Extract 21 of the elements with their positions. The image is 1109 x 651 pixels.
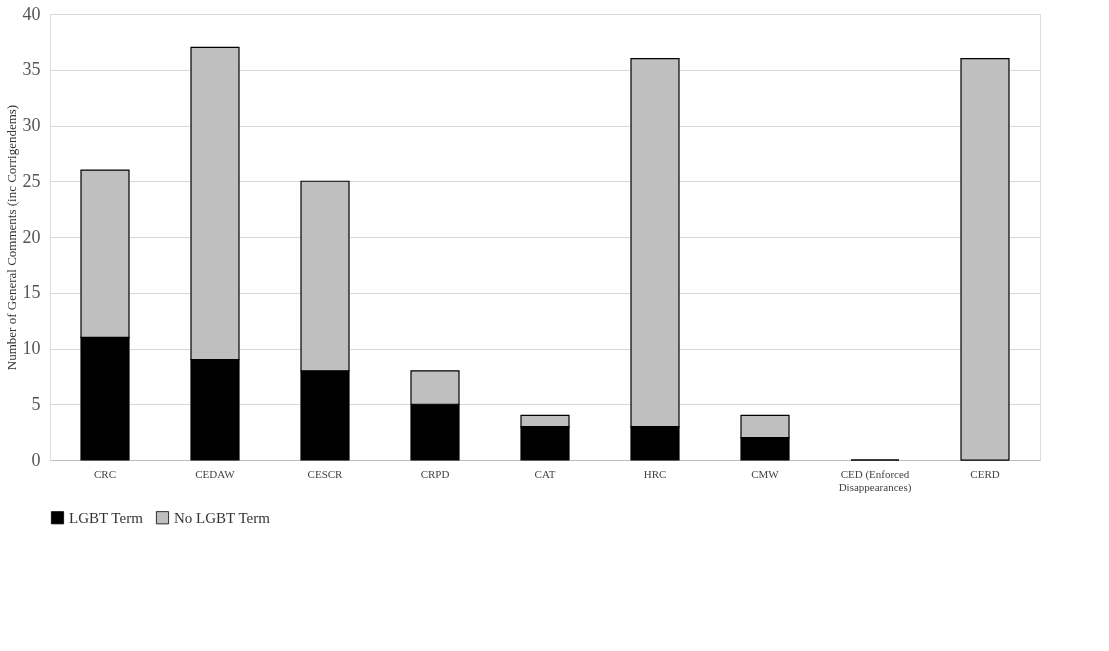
x-tick-label: CESCR: [307, 467, 344, 480]
y-tick-label: 35: [22, 59, 41, 80]
x-tick-label: CRC: [93, 467, 117, 480]
x-tick-label: CED (Enforced Disappearances): [838, 467, 912, 494]
y-tick-label: 25: [22, 170, 41, 191]
y-tick-label: 5: [31, 393, 41, 414]
x-tick-label: HRC: [643, 467, 667, 480]
x-tick-label: CRPD: [420, 467, 450, 480]
y-tick-label: 30: [22, 115, 41, 135]
y-tick-label: 10: [22, 338, 41, 358]
x-tick-label: CAT: [534, 467, 556, 480]
y-axis-title: Number of General Comments (inc Corrigendems): [3, 104, 19, 371]
y-tick-label: 20: [22, 226, 41, 247]
x-tick-label: CERD: [970, 467, 1000, 480]
legend-label: No LGBT Term: [174, 509, 271, 526]
y-tick-label: 0: [31, 449, 41, 470]
y-tick-label: 40: [22, 3, 41, 24]
x-tick-label: CEDAW: [195, 467, 236, 480]
x-tick-label: CMW: [751, 467, 780, 480]
legend-label: LGBT Term: [69, 509, 144, 526]
y-tick-label: 15: [22, 282, 41, 303]
